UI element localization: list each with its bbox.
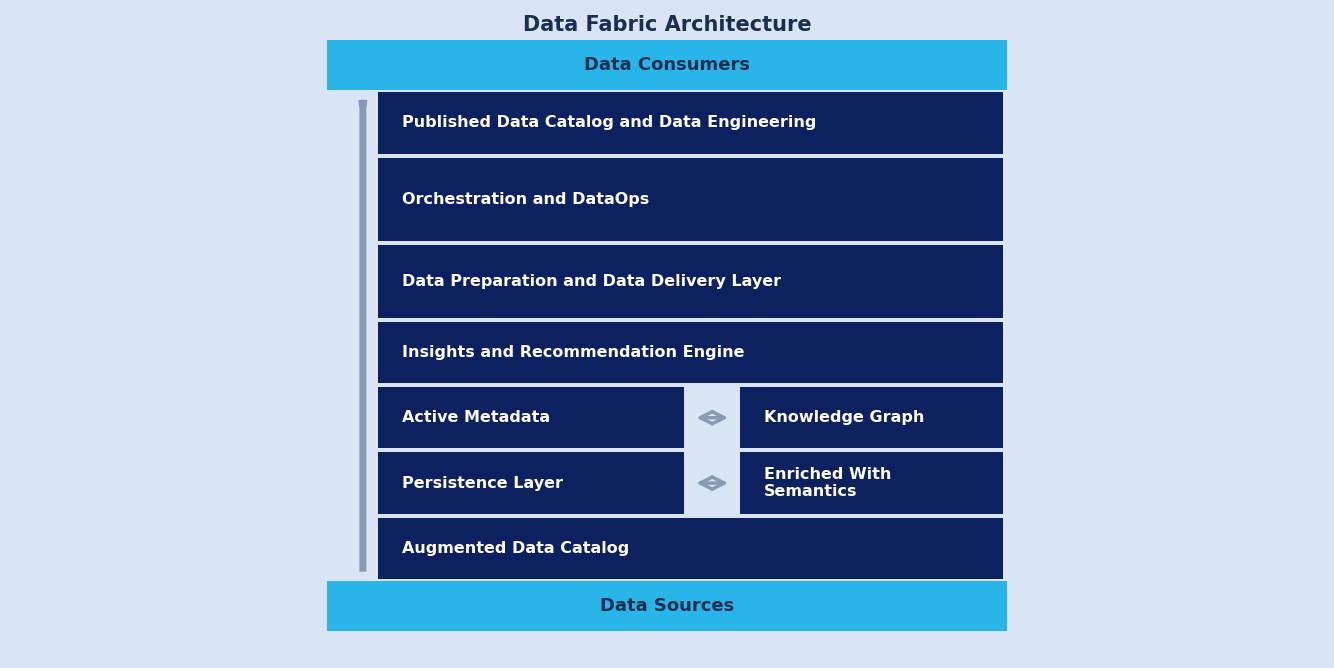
FancyBboxPatch shape [740, 452, 1003, 514]
FancyBboxPatch shape [378, 245, 1003, 317]
FancyBboxPatch shape [378, 452, 684, 514]
Text: Data Sources: Data Sources [600, 597, 734, 615]
Text: Persistence Layer: Persistence Layer [402, 476, 563, 490]
FancyBboxPatch shape [327, 40, 1007, 631]
FancyBboxPatch shape [327, 40, 1007, 90]
Text: Knowledge Graph: Knowledge Graph [764, 410, 924, 426]
FancyBboxPatch shape [378, 158, 1003, 241]
Text: Data Consumers: Data Consumers [584, 56, 750, 74]
FancyBboxPatch shape [378, 321, 1003, 383]
Text: Enriched With
Semantics: Enriched With Semantics [764, 467, 891, 499]
FancyBboxPatch shape [740, 387, 1003, 448]
FancyBboxPatch shape [327, 581, 1007, 631]
Text: Orchestration and DataOps: Orchestration and DataOps [402, 192, 648, 207]
Text: Augmented Data Catalog: Augmented Data Catalog [402, 541, 628, 556]
Text: Insights and Recommendation Engine: Insights and Recommendation Engine [402, 345, 744, 360]
Text: Active Metadata: Active Metadata [402, 410, 550, 426]
Text: Published Data Catalog and Data Engineering: Published Data Catalog and Data Engineer… [402, 116, 816, 130]
FancyBboxPatch shape [378, 387, 684, 448]
FancyBboxPatch shape [378, 518, 1003, 579]
Text: Data Fabric Architecture: Data Fabric Architecture [523, 15, 811, 35]
FancyBboxPatch shape [378, 92, 1003, 154]
Text: Data Preparation and Data Delivery Layer: Data Preparation and Data Delivery Layer [402, 274, 780, 289]
